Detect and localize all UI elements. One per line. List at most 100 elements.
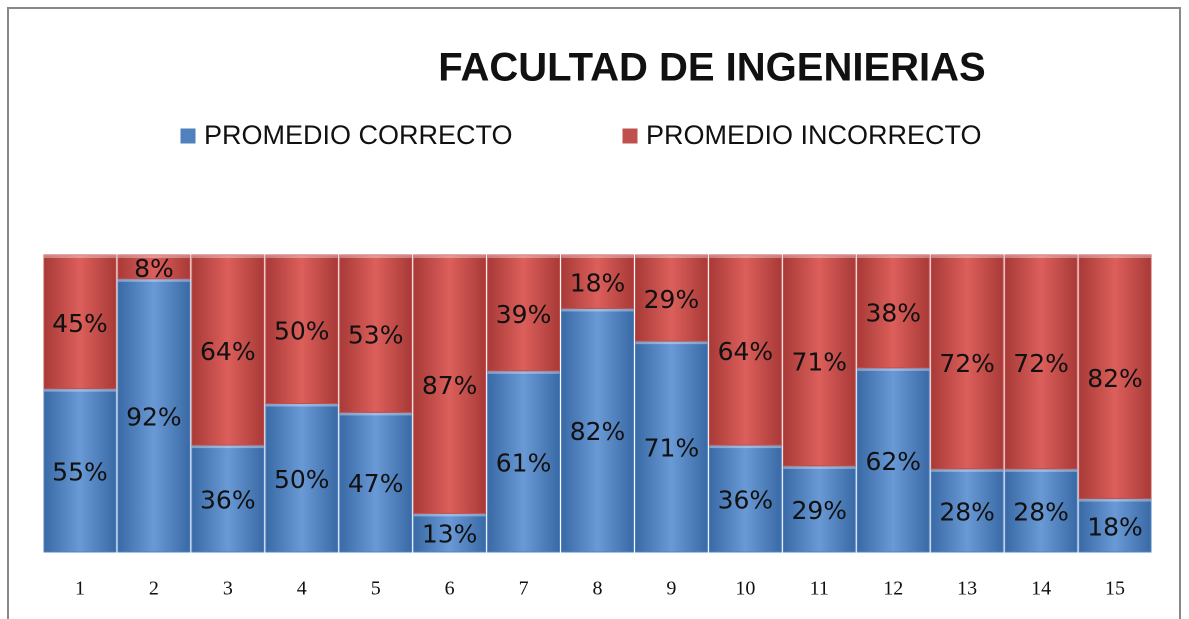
x-tick-label: 9 bbox=[666, 578, 676, 600]
chart-title: FACULTAD DE INGENIERIAS bbox=[438, 46, 985, 90]
x-tick-label: 13 bbox=[957, 578, 977, 600]
value-label: 50% bbox=[274, 316, 330, 345]
bar-segment bbox=[782, 254, 856, 467]
bar-segment bbox=[413, 254, 487, 514]
value-label: 87% bbox=[422, 371, 478, 400]
x-tick-label: 10 bbox=[735, 578, 755, 600]
value-label: 53% bbox=[348, 321, 404, 350]
bar-segment bbox=[191, 254, 265, 446]
value-label: 36% bbox=[200, 486, 256, 515]
bar-cap bbox=[339, 412, 412, 416]
bar-cap bbox=[635, 341, 708, 345]
value-label: 18% bbox=[570, 269, 626, 298]
legend-swatch bbox=[621, 127, 639, 145]
x-tick-label: 4 bbox=[297, 578, 307, 600]
bar-segment bbox=[634, 340, 708, 553]
x-tick-label: 15 bbox=[1105, 578, 1125, 600]
legend-label: PROMEDIO INCORRECTO bbox=[646, 120, 982, 150]
bar-cap bbox=[931, 468, 1004, 472]
x-tick-label: 11 bbox=[810, 578, 829, 600]
bar-segment bbox=[43, 254, 117, 390]
bar-cap bbox=[1079, 498, 1151, 502]
bar-cap bbox=[857, 367, 930, 371]
bar-cap bbox=[413, 513, 486, 517]
bar-cap bbox=[44, 255, 116, 258]
bar-segment bbox=[487, 370, 561, 553]
bar-segment bbox=[487, 254, 561, 372]
bar-segment bbox=[782, 465, 856, 553]
value-label: 71% bbox=[792, 347, 848, 376]
bar-segment bbox=[561, 254, 634, 309]
bar-cap bbox=[857, 255, 930, 258]
value-label: 47% bbox=[348, 469, 404, 498]
bar-segment bbox=[265, 403, 339, 553]
x-tick-label: 3 bbox=[223, 578, 233, 600]
bar-segment bbox=[1004, 254, 1078, 470]
bar-segment bbox=[561, 307, 634, 553]
value-label: 64% bbox=[718, 337, 774, 366]
bar-cap bbox=[1005, 255, 1078, 258]
value-label: 72% bbox=[1013, 349, 1069, 378]
bar-segment bbox=[339, 411, 413, 553]
value-label: 61% bbox=[496, 448, 552, 477]
bar-segment bbox=[117, 254, 191, 280]
x-tick-label: 8 bbox=[593, 578, 603, 600]
bar-segment bbox=[265, 254, 339, 404]
bar-segment bbox=[930, 254, 1004, 470]
x-tick-label: 12 bbox=[883, 578, 903, 600]
bar-cap bbox=[561, 308, 634, 312]
value-label: 62% bbox=[865, 447, 921, 476]
bar-segment bbox=[339, 254, 413, 413]
value-label: 50% bbox=[274, 465, 330, 494]
legend-swatch bbox=[179, 127, 197, 145]
value-label: 82% bbox=[570, 417, 626, 446]
value-label: 64% bbox=[200, 337, 256, 366]
bar-cap bbox=[191, 445, 264, 449]
x-tick-label: 14 bbox=[1031, 578, 1051, 600]
bar-segment bbox=[43, 388, 117, 553]
value-label: 72% bbox=[939, 349, 995, 378]
value-label: 39% bbox=[496, 300, 552, 329]
value-label: 92% bbox=[126, 402, 182, 431]
bar-segment bbox=[708, 254, 782, 446]
value-label: 29% bbox=[644, 285, 700, 314]
bar-cap bbox=[709, 445, 782, 449]
value-label: 55% bbox=[52, 457, 108, 486]
value-label: 45% bbox=[52, 309, 108, 338]
value-label: 28% bbox=[1013, 497, 1069, 526]
bar-cap bbox=[487, 370, 560, 374]
bar-cap bbox=[117, 255, 190, 258]
value-label: 82% bbox=[1087, 364, 1143, 393]
bar-segment bbox=[1078, 498, 1152, 553]
bar-cap bbox=[783, 255, 856, 258]
x-tick-label: 7 bbox=[519, 578, 529, 600]
value-label: 71% bbox=[644, 434, 700, 463]
bar-cap bbox=[1079, 255, 1151, 258]
bar-cap bbox=[709, 255, 782, 258]
bar-cap bbox=[487, 255, 560, 258]
frame bbox=[7, 7, 1181, 619]
value-label: 13% bbox=[422, 520, 478, 549]
value-label: 36% bbox=[718, 486, 774, 515]
bar-segment bbox=[856, 367, 930, 553]
value-label: 38% bbox=[865, 298, 921, 327]
bar-segment bbox=[930, 468, 1004, 553]
bar-cap bbox=[413, 255, 486, 258]
legend-label: PROMEDIO CORRECTO bbox=[204, 120, 513, 150]
bar-segment bbox=[708, 444, 782, 553]
bar-cap bbox=[265, 403, 338, 407]
x-tick-label: 1 bbox=[75, 578, 85, 600]
bar-cap bbox=[635, 255, 708, 258]
value-label: 8% bbox=[134, 254, 174, 283]
bar-segment bbox=[634, 254, 708, 342]
x-tick-label: 5 bbox=[371, 578, 381, 600]
bar-cap bbox=[561, 255, 634, 258]
value-label: 18% bbox=[1087, 512, 1143, 541]
x-tick-label: 6 bbox=[445, 578, 455, 600]
value-label: 29% bbox=[792, 496, 848, 525]
bar-cap bbox=[191, 255, 264, 258]
bar-cap bbox=[44, 388, 116, 392]
bar-cap bbox=[1005, 468, 1078, 472]
bar-segment bbox=[1004, 468, 1078, 553]
value-label: 28% bbox=[939, 497, 995, 526]
